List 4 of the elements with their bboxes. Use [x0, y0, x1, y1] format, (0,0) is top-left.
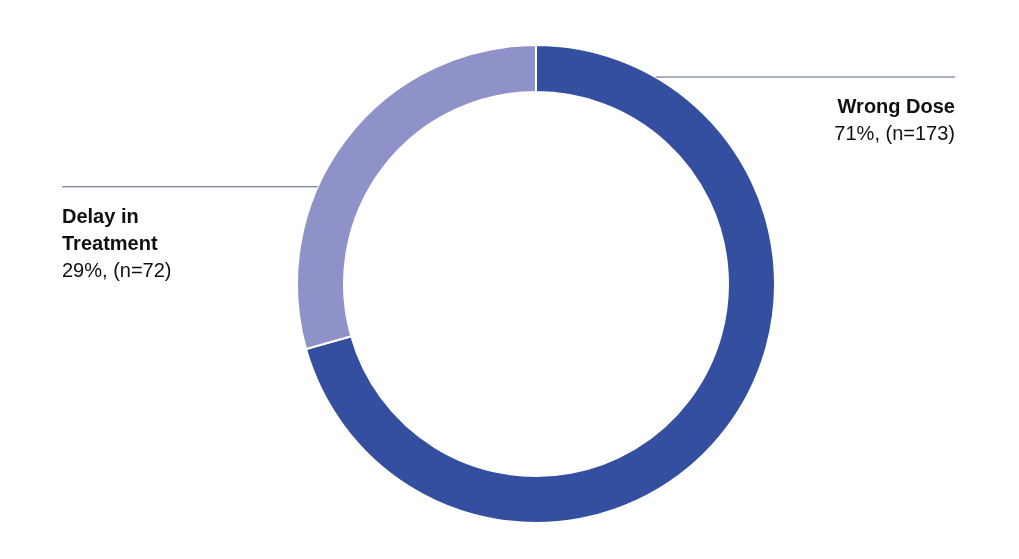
slice-label: Wrong Dose [837, 95, 955, 118]
slice-label: Delay in Treatment [62, 204, 158, 254]
data-label: 29%, (n=72) [62, 258, 172, 281]
data-label: 71%, (n=173) [834, 122, 955, 145]
